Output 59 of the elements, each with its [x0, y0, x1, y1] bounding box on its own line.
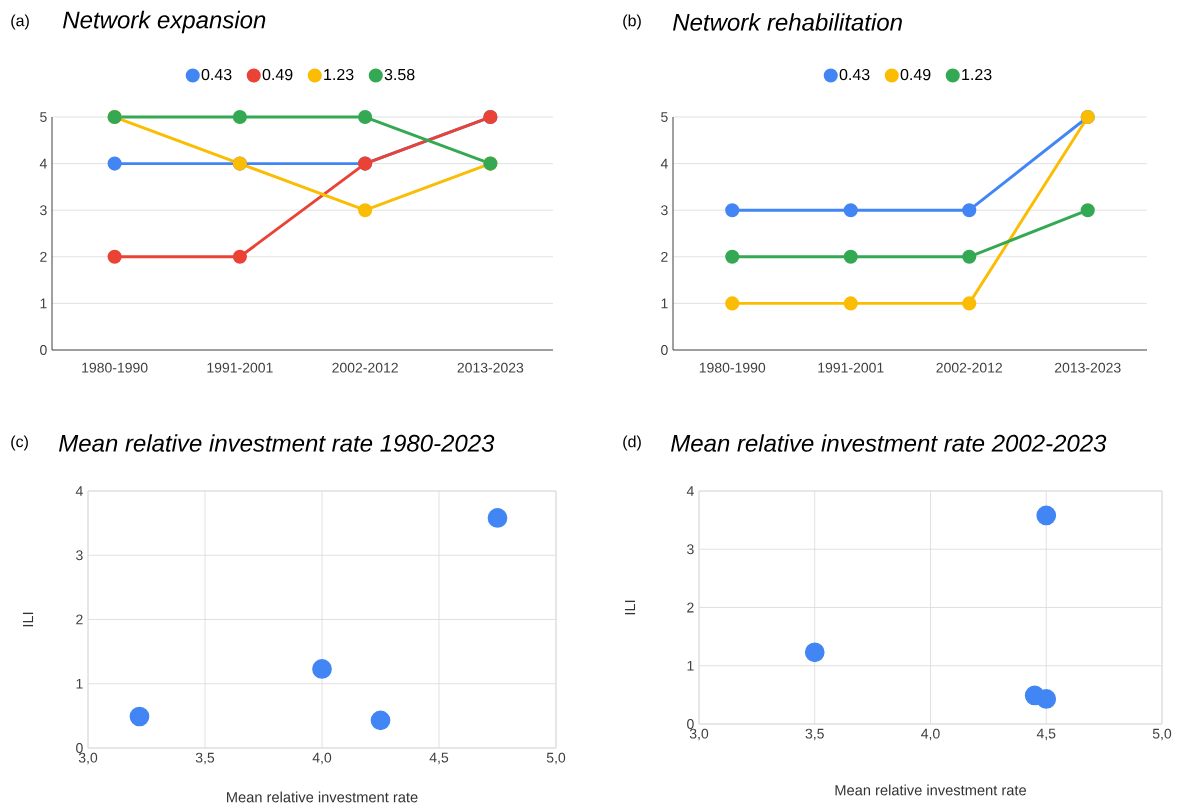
x-tick-label: 3,0	[78, 752, 98, 765]
x-tick-label: 3,5	[195, 752, 215, 765]
x-tick-label: 2013-2023	[1054, 362, 1121, 373]
x-tick-label: 3,5	[805, 728, 824, 741]
chart-title: Mean relative investment rate 2002-2023	[671, 434, 1107, 452]
x-tick-label: 4,5	[1036, 728, 1056, 741]
text: (c)	[11, 435, 28, 451]
y-tick-label: 4	[75, 486, 83, 496]
y-tick-label: 2	[687, 602, 694, 613]
y-tick-label: 2	[661, 251, 668, 262]
chart-title: Network rehabilitation	[673, 13, 902, 31]
y-tick-label: 4	[39, 158, 47, 169]
x-axis-title: Mean relative investment rate	[227, 791, 418, 803]
legend-label: 3.58	[384, 68, 415, 81]
y-tick-label: 3	[76, 550, 83, 561]
y-tick-label: 1	[40, 298, 47, 309]
y-tick-label: 1	[687, 660, 694, 671]
x-tick-label: 3,0	[689, 728, 709, 741]
y-tick-label: 4	[660, 158, 668, 169]
y-tick-label: 0	[76, 743, 83, 753]
chart-title: Mean relative investment rate 1980-2023	[59, 434, 495, 452]
x-tick-label: 1980-1990	[82, 362, 148, 373]
y-tick-label: 5	[40, 112, 47, 122]
legend-label: 0.49	[262, 68, 293, 81]
y-tick-label: 4	[686, 486, 694, 496]
y-tick-label: 2	[76, 614, 83, 625]
y-axis-title: ILI	[624, 600, 636, 615]
text: (a)	[11, 14, 29, 30]
y-tick-label: 0	[661, 345, 668, 355]
text: (d)	[623, 435, 641, 451]
legend-label: 0.43	[839, 68, 870, 81]
x-tick-label: 1980-1990	[699, 362, 766, 373]
y-tick-label: 0	[40, 345, 47, 355]
y-tick-label: 3	[40, 205, 47, 216]
legend-label: 1.23	[324, 68, 354, 81]
y-tick-label: 1	[661, 298, 668, 309]
legend-label: 1.23	[962, 68, 992, 81]
x-tick-label: 5,0	[1152, 728, 1172, 741]
y-tick-label: 0	[687, 719, 694, 729]
legend-label: 0.43	[201, 68, 232, 81]
y-tick-label: 5	[661, 112, 668, 122]
y-tick-label: 2	[40, 251, 47, 262]
y-tick-label: 3	[661, 205, 668, 216]
x-tick-label: 1991-2001	[818, 362, 884, 373]
chart-title: Network expansion	[63, 10, 266, 34]
y-axis-title: ILI	[22, 612, 34, 627]
legend-label: 0.49	[900, 68, 931, 81]
x-tick-label: 2013-2023	[457, 362, 524, 373]
y-tick-label: 3	[687, 544, 694, 555]
x-tick-label: 2002-2012	[936, 362, 1002, 373]
x-tick-label: 5,0	[546, 752, 566, 765]
x-tick-label: 4,0	[312, 752, 332, 765]
x-tick-label: 4,0	[921, 728, 940, 741]
x-tick-label: 1991-2001	[207, 362, 273, 373]
y-tick-label: 1	[76, 678, 83, 689]
x-tick-label: 4,5	[429, 752, 449, 765]
x-axis-title: Mean relative investment rate	[835, 784, 1027, 796]
x-tick-label: 2002-2012	[332, 362, 398, 373]
text: (b)	[623, 14, 641, 30]
